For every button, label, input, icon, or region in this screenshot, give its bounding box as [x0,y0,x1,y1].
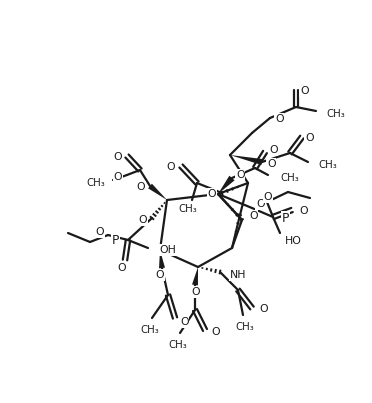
Text: CH₃: CH₃ [318,160,337,170]
Text: O: O [299,206,308,216]
Text: O: O [207,189,216,199]
Text: O: O [180,317,189,327]
Text: HO: HO [285,236,302,246]
Text: CH₃: CH₃ [86,178,105,188]
Text: O: O [211,327,219,337]
Polygon shape [192,267,198,285]
Text: O: O [113,152,122,162]
Text: NH: NH [230,270,247,280]
Text: O: O [118,263,126,273]
Text: O: O [192,287,200,297]
Text: O: O [300,86,309,96]
Text: P: P [282,212,289,224]
Text: P: P [112,235,119,247]
Text: O: O [275,114,283,124]
Text: CH₃: CH₃ [169,340,187,350]
Text: O: O [305,133,314,143]
Text: O: O [138,215,147,225]
Text: O: O [236,170,245,180]
Text: O: O [256,199,264,209]
Polygon shape [159,250,165,268]
Polygon shape [230,155,263,165]
Text: O: O [166,162,175,172]
Text: CH₃: CH₃ [141,325,159,335]
Text: O: O [95,227,104,237]
Text: CH₃: CH₃ [280,173,299,183]
Text: O: O [259,304,267,314]
Text: O: O [156,270,164,280]
Text: O: O [267,159,276,169]
Text: O: O [269,145,278,155]
Polygon shape [148,184,167,200]
Text: CH₃: CH₃ [179,204,198,214]
Text: OH: OH [159,245,176,255]
Text: CH₃: CH₃ [326,109,345,119]
Polygon shape [218,176,235,194]
Text: CH₃: CH₃ [235,322,254,332]
Text: O: O [264,192,272,202]
Text: O: O [249,211,258,221]
Text: O: O [113,172,122,182]
Text: O: O [137,182,145,192]
